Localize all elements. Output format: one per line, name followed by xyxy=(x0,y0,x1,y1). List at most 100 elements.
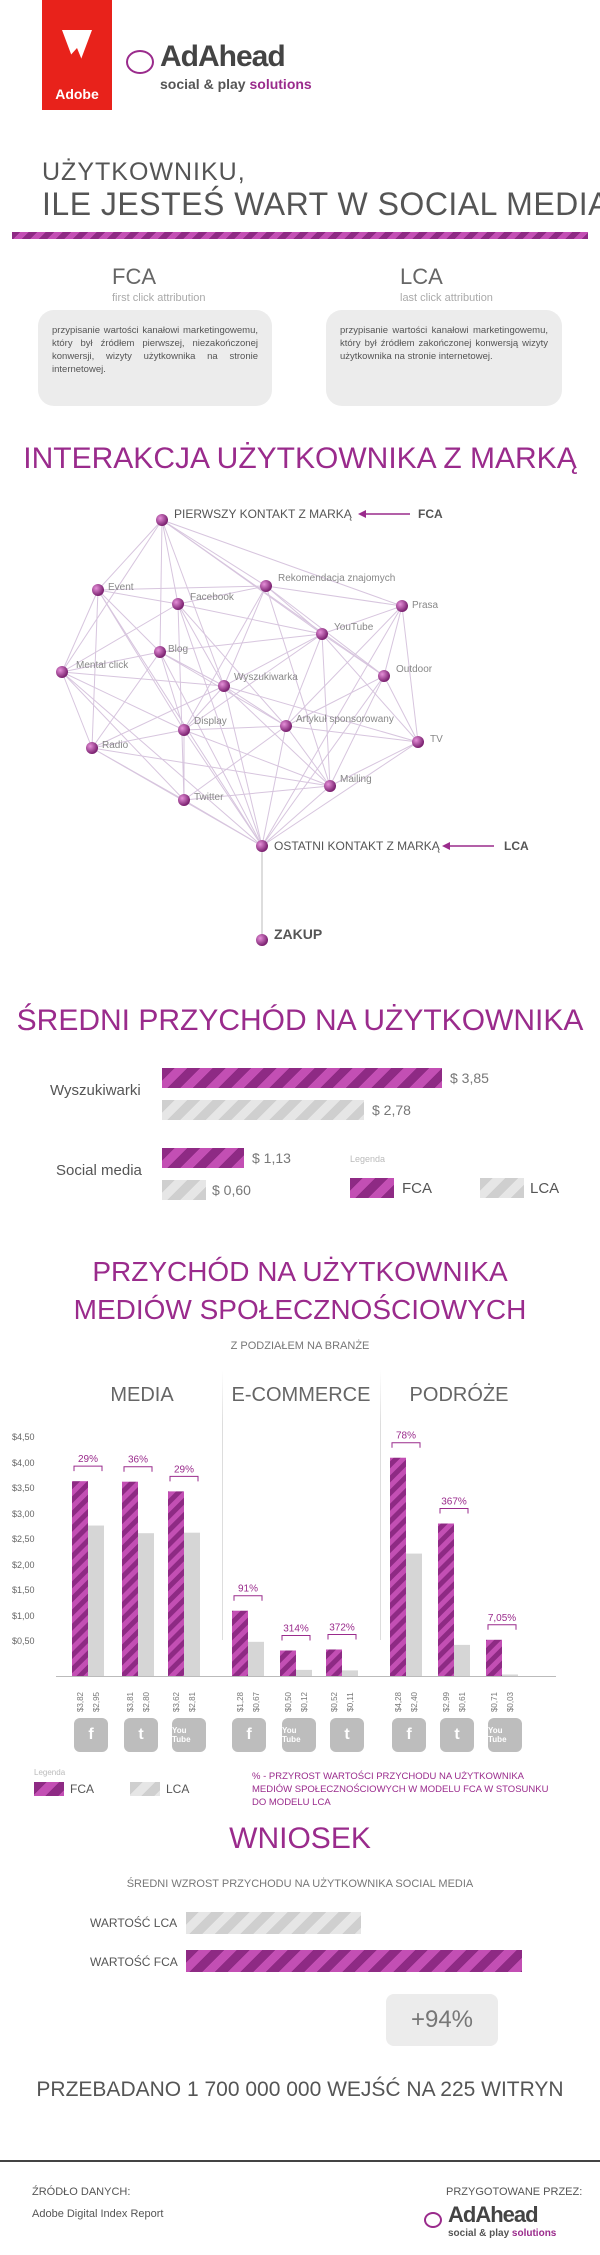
bar-fca xyxy=(438,1523,454,1676)
growth-value: +94% xyxy=(410,2006,474,2033)
footer-tagline-suffix: solutions xyxy=(511,2228,557,2239)
avg-bar-social-fca xyxy=(162,1148,245,1168)
source-title: ŹRÓDŁO DANYCH: xyxy=(32,2186,131,2198)
avg-value-search-lca: $ 2,78 xyxy=(372,1102,411,1118)
avg-value-search-fca: $ 3,85 xyxy=(450,1070,489,1086)
value-label-fca: $4,28 xyxy=(394,1691,403,1712)
value-label-fca: $0,50 xyxy=(284,1691,293,1712)
twitter-icon: t xyxy=(330,1718,364,1752)
node-label-wyszukiwarka: Wyszukiwarka xyxy=(234,672,298,683)
node-facebook xyxy=(172,598,184,610)
social-icons-row: f t You Tube f You Tube t f t You Tube xyxy=(0,1718,600,1758)
node-label-tv: TV xyxy=(430,734,443,745)
node-last-contact xyxy=(256,840,268,852)
lca-definition-text: przypisanie wartości kanałowi marketingo… xyxy=(340,325,548,362)
avg-revenue-heading: ŚREDNI PRZYCHÓD NA UŻYTKOWNIKA xyxy=(16,1004,584,1037)
first-contact-label: PIERWSZY KONTAKT Z MARKĄ xyxy=(174,507,352,521)
last-contact-label: OSTATNI KONTAKT Z MARKĄ xyxy=(274,839,440,853)
twitter-icon: t xyxy=(124,1718,158,1752)
adobe-logo: Adobe xyxy=(42,0,112,110)
node-display xyxy=(178,724,190,736)
growth-bracket xyxy=(487,1624,517,1630)
node-label-rekomendacja: Rekomendacja znajomych xyxy=(278,573,396,584)
sector-ecommerce: E-COMMERCE xyxy=(231,1384,371,1406)
study-summary: PRZEBADANO 1 700 000 000 WEJŚĆ NA 225 WI… xyxy=(36,2078,564,2101)
growth-bracket xyxy=(169,1475,199,1482)
avg-legend-title: Legenda xyxy=(350,1154,386,1164)
y-tick-050: $0,50 xyxy=(12,1636,35,1646)
value-label-lca: $2,40 xyxy=(410,1691,419,1712)
tagline-prefix: social & play xyxy=(160,76,246,92)
node-event xyxy=(92,584,104,596)
network-graph xyxy=(61,510,494,940)
interaction-heading: INTERAKCJA UŻYTKOWNIKA Z MARKĄ xyxy=(23,442,577,475)
social-heading-line-2: MEDIÓW SPOŁECZNOŚCIOWYCH xyxy=(73,1294,527,1325)
value-label-fca: $2,99 xyxy=(442,1691,451,1712)
growth-bracket xyxy=(233,1595,263,1601)
bar-fca xyxy=(122,1481,138,1676)
social-revenue-chart: 29% $3,82 $2,95 36% $3,81 $2,80 29% $3,62 $2,81 9… xyxy=(72,1431,518,1712)
y-axis-labels: $4,50 $4,00 $3,50 $3,00 $2,50 $2,00 $1,5… xyxy=(12,1432,54,1678)
avg-bar-social-lca xyxy=(162,1180,206,1200)
growth-label: 29% xyxy=(174,1464,194,1475)
growth-bracket xyxy=(327,1633,357,1640)
y-tick-300: $3,00 xyxy=(12,1508,35,1519)
social-heading-line-1: PRZYCHÓD NA UŻYTKOWNIKA xyxy=(92,1256,508,1287)
node-blog xyxy=(154,646,166,658)
value-label-lca: $2,81 xyxy=(188,1691,197,1712)
node-artykul xyxy=(280,720,292,732)
growth-label: 372% xyxy=(329,1622,355,1633)
conclusion-lca-label: WARTOŚĆ LCA xyxy=(90,1916,178,1930)
node-label-radio: Radio xyxy=(102,740,129,751)
growth-bracket xyxy=(281,1635,311,1641)
fca-subtitle: first click attribution xyxy=(112,292,206,304)
node-label-outdoor: Outdoor xyxy=(396,664,433,675)
avg-value-social-fca: $ 1,13 xyxy=(252,1150,291,1166)
node-twitter xyxy=(178,794,190,806)
social-legend-fca-label: FCA xyxy=(70,1782,94,1796)
source-name: Adobe Digital Index Report xyxy=(32,2208,164,2220)
social-footnote: % - PRZYROST WARTOŚCI PRZYCHODU NA UŻYTK… xyxy=(252,1771,549,1808)
fca-tag: FCA xyxy=(418,507,443,521)
bar-lca xyxy=(342,1670,358,1676)
fca-abbr: FCA xyxy=(112,264,156,289)
bar-lca xyxy=(184,1532,200,1676)
value-label-fca: $0,71 xyxy=(490,1691,499,1712)
social-legend-lca-label: LCA xyxy=(166,1782,190,1796)
youtube-icon: You Tube xyxy=(282,1718,316,1752)
node-label-event: Event xyxy=(108,582,134,593)
value-label-fca: $3,62 xyxy=(172,1691,181,1712)
growth-label: 78% xyxy=(396,1431,416,1442)
twitter-icon: t xyxy=(440,1718,474,1752)
growth-label: 36% xyxy=(128,1455,148,1466)
bar-lca xyxy=(296,1669,312,1676)
facebook-icon: f xyxy=(392,1718,426,1752)
sector-podroze: PODRÓŻE xyxy=(409,1384,509,1406)
sector-divider-1 xyxy=(222,1370,223,1640)
bar-fca xyxy=(72,1481,88,1676)
title-line-2: ILE JESTEŚ WART W SOCIAL MEDIA xyxy=(42,186,600,222)
node-wyszukiwarka xyxy=(218,680,230,692)
avg-legend-fca-swatch xyxy=(350,1178,394,1198)
value-label-lca: $2,95 xyxy=(92,1691,101,1712)
bar-fca xyxy=(232,1610,248,1676)
node-tv xyxy=(412,736,424,748)
adahead-brand: AdAhead xyxy=(160,40,286,73)
value-label-lca: $0,11 xyxy=(346,1692,355,1712)
bar-fca xyxy=(486,1639,502,1676)
avg-legend-lca-label: LCA xyxy=(530,1180,560,1197)
title-line-1: UŻYTKOWNIKU, xyxy=(42,158,246,186)
node-purchase xyxy=(256,934,268,946)
lca-tag: LCA xyxy=(504,839,529,853)
lca-subtitle: last click attribution xyxy=(400,292,493,304)
y-tick-100: $1,00 xyxy=(12,1610,35,1621)
node-label-blog: Blog xyxy=(168,644,189,655)
y-tick-450: $4,50 xyxy=(12,1432,35,1442)
node-rekomendacja xyxy=(260,580,272,592)
growth-label: 91% xyxy=(238,1584,258,1595)
facebook-icon: f xyxy=(74,1718,108,1752)
value-label-lca: $2,80 xyxy=(142,1691,151,1712)
value-label-fca: $3,82 xyxy=(76,1691,85,1712)
growth-bracket xyxy=(391,1442,421,1448)
speech-bubble-icon xyxy=(424,2212,442,2228)
